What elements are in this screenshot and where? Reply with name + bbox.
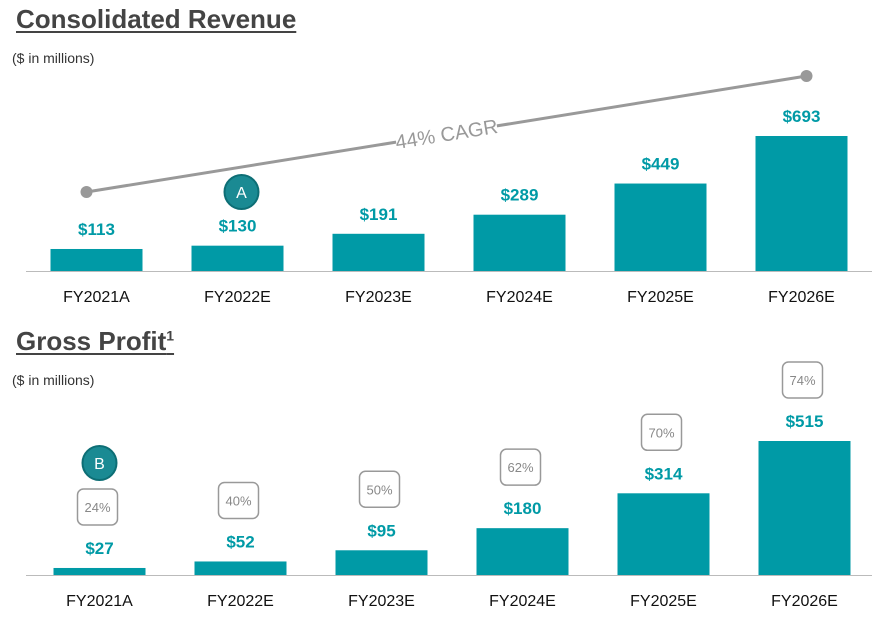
gross-profit-footnote-marker: 1 [166, 327, 175, 344]
revenue-bar-FY2023E [332, 233, 425, 271]
revenue-title: Consolidated Revenue [16, 4, 297, 34]
gross-profit-category-label: FY2026E [771, 593, 838, 610]
revenue-bar-FY2021A [50, 248, 143, 271]
revenue-category-label: FY2023E [345, 289, 412, 306]
badge-a-label: A [236, 185, 247, 202]
gross-profit-bar-FY2026E [758, 441, 851, 575]
gross-margin-box [217, 481, 260, 520]
badge-b-label: B [94, 456, 105, 473]
gross-profit-category-label: FY2021A [66, 593, 133, 610]
gross-margin-label: 24% [84, 500, 110, 515]
gross-profit-subtitle: ($ in millions) [12, 372, 95, 388]
revenue-chart: $113 FY2021A $130 FY2022E $191 FY2023E $289 FY2… [26, 70, 872, 306]
badge-a-icon [223, 174, 260, 210]
revenue-bar-FY2022E [191, 245, 284, 271]
gross-margin-label: 40% [225, 493, 251, 508]
gross-margin-box [781, 361, 824, 399]
gross-profit-title-text: Gross Profit [16, 326, 167, 356]
revenue-category-label: FY2024E [486, 289, 553, 306]
gross-profit-bar-FY2024E [476, 528, 569, 575]
gross-profit-value-label: $314 [645, 464, 683, 483]
gross-profit-value-label: $515 [786, 412, 824, 431]
cagr-line-right [496, 74, 807, 128]
gross-profit-bar-FY2022E [194, 561, 287, 575]
revenue-bar-FY2025E [614, 183, 707, 271]
revenue-bar-FY2026E [755, 136, 848, 271]
revenue-value-label: $130 [219, 217, 257, 236]
gross-margin-box [640, 413, 683, 452]
gross-profit-value-label: $52 [226, 532, 254, 551]
gross-profit-category-label: FY2023E [348, 593, 415, 610]
revenue-value-label: $113 [78, 220, 115, 239]
gross-profit-value-label: $27 [85, 539, 113, 558]
gross-margin-label: 62% [507, 460, 533, 475]
gross-profit-category-label: FY2025E [630, 593, 697, 610]
gross-margin-box [499, 448, 542, 486]
gross-profit-bar-FY2021A [53, 567, 146, 575]
revenue-value-label: $191 [360, 205, 398, 224]
revenue-value-label: $693 [783, 107, 821, 126]
revenue-bar-FY2024E [473, 214, 566, 271]
revenue-category-label: FY2025E [627, 289, 694, 306]
gross-margin-box [76, 488, 119, 526]
gross-profit-category-label: FY2022E [207, 593, 274, 610]
revenue-value-label: $449 [642, 155, 680, 174]
gross-profit-title: Gross Profit1 [16, 326, 174, 357]
gross-profit-category-label: FY2024E [489, 593, 556, 610]
gross-profit-value-label: $180 [504, 499, 542, 518]
cagr-line-left [86, 140, 397, 194]
gross-profit-bar-FY2023E [335, 550, 428, 575]
revenue-category-label: FY2021A [63, 289, 130, 306]
cagr-start-dot [80, 186, 93, 198]
gross-profit-value-label: $95 [367, 521, 395, 540]
gross-margin-box [358, 470, 401, 509]
revenue-category-label: FY2022E [204, 289, 271, 306]
cagr-end-dot [800, 70, 813, 82]
revenue-category-label: FY2026E [768, 289, 835, 306]
gross-margin-label: 50% [366, 482, 392, 497]
revenue-value-label: $289 [501, 186, 539, 205]
badge-b-icon [81, 445, 118, 481]
gross-margin-label: 74% [789, 373, 815, 388]
gross-profit-bar-FY2025E [617, 493, 710, 575]
gross-margin-label: 70% [648, 425, 674, 440]
revenue-subtitle: ($ in millions) [12, 50, 95, 66]
